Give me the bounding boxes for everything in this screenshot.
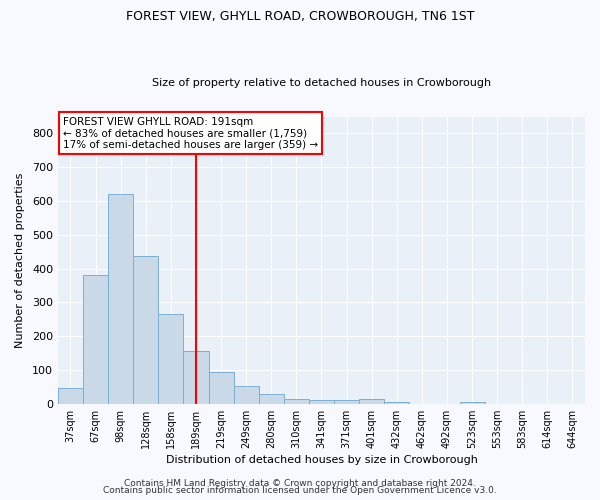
- Bar: [158, 314, 184, 404]
- Bar: [209, 372, 233, 404]
- Bar: [259, 394, 284, 404]
- Bar: [233, 386, 259, 404]
- X-axis label: Distribution of detached houses by size in Crowborough: Distribution of detached houses by size …: [166, 455, 478, 465]
- Title: Size of property relative to detached houses in Crowborough: Size of property relative to detached ho…: [152, 78, 491, 88]
- Bar: [83, 274, 108, 404]
- Bar: [334, 400, 359, 404]
- Bar: [184, 352, 209, 404]
- Y-axis label: Number of detached properties: Number of detached properties: [15, 172, 25, 348]
- Text: FOREST VIEW, GHYLL ROAD, CROWBOROUGH, TN6 1ST: FOREST VIEW, GHYLL ROAD, CROWBOROUGH, TN…: [126, 10, 474, 23]
- Bar: [133, 256, 158, 404]
- Bar: [309, 400, 334, 404]
- Text: Contains HM Land Registry data © Crown copyright and database right 2024.: Contains HM Land Registry data © Crown c…: [124, 478, 476, 488]
- Bar: [460, 402, 485, 404]
- Bar: [58, 388, 83, 404]
- Text: Contains public sector information licensed under the Open Government Licence v3: Contains public sector information licen…: [103, 486, 497, 495]
- Bar: [384, 402, 409, 404]
- Text: FOREST VIEW GHYLL ROAD: 191sqm
← 83% of detached houses are smaller (1,759)
17% : FOREST VIEW GHYLL ROAD: 191sqm ← 83% of …: [63, 116, 319, 150]
- Bar: [284, 399, 309, 404]
- Bar: [359, 400, 384, 404]
- Bar: [108, 194, 133, 404]
